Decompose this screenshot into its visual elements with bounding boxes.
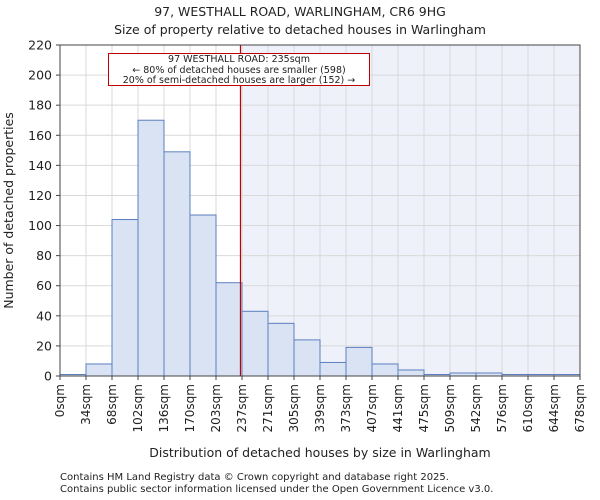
- x-tick-label: 509sqm: [443, 384, 457, 432]
- chart-subtitle: Size of property relative to detached ho…: [114, 22, 486, 37]
- footer-copyright: Contains HM Land Registry data © Crown c…: [60, 472, 449, 483]
- x-tick-label: 170sqm: [183, 384, 197, 432]
- bar-237sqm: [241, 310, 269, 377]
- y-tick-label: 20: [36, 338, 52, 353]
- bars: [59, 119, 581, 377]
- y-tick-label: 80: [36, 248, 52, 263]
- x-tick-label: 34sqm: [79, 384, 93, 425]
- x-tick-label: 339sqm: [313, 384, 327, 432]
- y-tick-label: 140: [28, 158, 52, 173]
- x-tick-label: 0sqm: [53, 384, 67, 417]
- annotation-larger: 20% of semi-detached houses are larger (…: [122, 75, 356, 86]
- larger-than-property-region: [240, 45, 580, 376]
- x-tick-label: 373sqm: [339, 384, 353, 432]
- bar-68sqm: [111, 219, 139, 377]
- y-tick-label: 160: [28, 128, 52, 143]
- x-tick-label: 610sqm: [521, 384, 535, 432]
- y-tick-label: 60: [36, 278, 52, 293]
- x-tick-label: 203sqm: [209, 384, 223, 432]
- annotation-smaller: ← 80% of detached houses are smaller (59…: [132, 64, 346, 76]
- y-tick-label: 200: [28, 68, 52, 83]
- x-tick-label: 475sqm: [417, 384, 431, 432]
- footer-licence: Contains public sector information licen…: [60, 484, 494, 495]
- chart-address-title: 97, WESTHALL ROAD, WARLINGHAM, CR6 9HG: [154, 4, 446, 19]
- bar-271sqm: [267, 322, 295, 377]
- x-tick-label: 407sqm: [365, 384, 379, 432]
- bar-136sqm: [163, 151, 191, 377]
- bar-203sqm: [215, 282, 243, 377]
- x-tick-label: 678sqm: [573, 384, 587, 432]
- bar-102sqm: [137, 119, 165, 377]
- y-tick-label: 180: [28, 98, 52, 113]
- y-tick-label: 100: [28, 218, 52, 233]
- bar-339sqm: [319, 361, 347, 377]
- x-tick-label: 644sqm: [547, 384, 561, 432]
- annotation-box: 97 WESTHALL ROAD: 235sqm ← 80% of detach…: [108, 53, 370, 86]
- x-axis-ticks: 0sqm 34sqm 68sqm 102sqm 136sqm 170sqm 203sqm 23…: [53, 376, 587, 432]
- bar-441sqm: [397, 369, 425, 377]
- y-tick-label: 120: [28, 188, 52, 203]
- bar-373sqm: [345, 346, 373, 377]
- x-tick-label: 576sqm: [495, 384, 509, 432]
- x-tick-label: 136sqm: [157, 384, 171, 432]
- bar-34sqm: [85, 363, 113, 377]
- x-tick-label: 68sqm: [105, 384, 119, 425]
- x-tick-label: 237sqm: [235, 384, 249, 432]
- x-tick-label: 441sqm: [391, 384, 405, 432]
- y-tick-label: 220: [28, 38, 52, 53]
- x-tick-label: 102sqm: [131, 384, 145, 432]
- bar-407sqm: [371, 363, 399, 377]
- bar-305sqm: [293, 339, 321, 377]
- x-tick-label: 542sqm: [469, 384, 483, 432]
- y-tick-label: 40: [36, 308, 52, 323]
- annotation-title: 97 WESTHALL ROAD: 235sqm: [168, 54, 310, 65]
- y-tick-label: 0: [44, 369, 52, 384]
- y-axis-ticks: 0 20 40 60 80 100 120 140 160 180 200 220: [28, 38, 60, 384]
- bar-170sqm: [189, 214, 217, 377]
- x-tick-label: 271sqm: [261, 384, 275, 432]
- y-axis-label: Number of detached properties: [1, 112, 16, 309]
- x-tick-label: 305sqm: [287, 384, 301, 432]
- x-axis-label: Distribution of detached houses by size …: [149, 445, 491, 460]
